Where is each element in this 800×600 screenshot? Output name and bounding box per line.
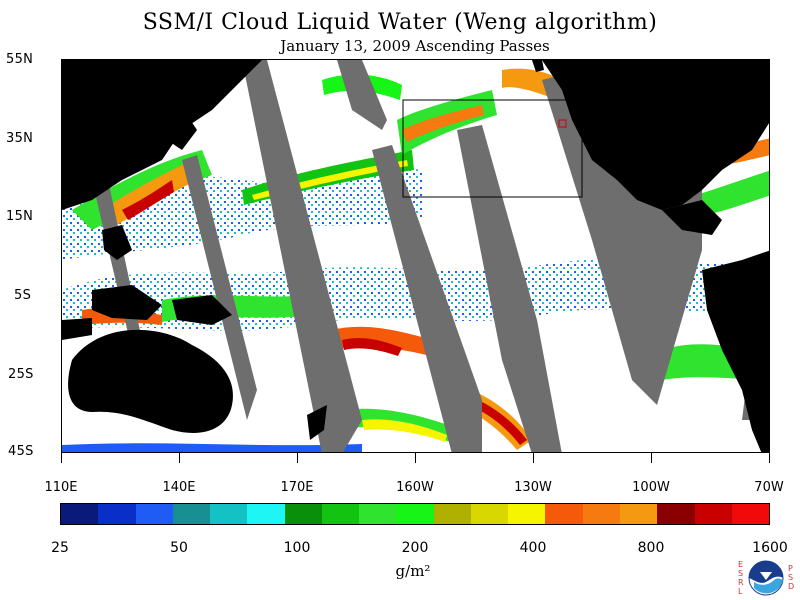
colorbar-swatch-11	[470, 504, 509, 524]
tick-140e	[179, 453, 180, 463]
lat-label-5s: 5S	[14, 288, 32, 303]
lat-label-35n: 35N	[6, 131, 34, 146]
colorbar-tick-200: 200	[401, 540, 429, 556]
map-canvas	[62, 60, 769, 452]
marker-box	[558, 119, 567, 128]
tick-170e	[297, 453, 298, 463]
colorbar-swatch-8	[359, 504, 397, 524]
lon-label-110e: 110E	[44, 480, 78, 495]
colorbar-swatch-0	[61, 504, 99, 524]
colorbar-tick-400: 400	[519, 540, 547, 556]
land-masses	[62, 60, 769, 452]
colorbar-tick-1600: 1600	[752, 540, 788, 556]
colorbar-swatch-15	[619, 504, 658, 524]
lon-label-130w: 130W	[514, 480, 552, 495]
colorbar-tick-25: 25	[51, 540, 69, 556]
lat-label-55n: 55N	[6, 52, 34, 67]
lon-label-170e: 170E	[280, 480, 314, 495]
tick-110e	[61, 453, 62, 463]
colorbar-swatch-3	[172, 504, 211, 524]
lon-label-100w: 100W	[632, 480, 670, 495]
colorbar-swatch-5	[247, 504, 285, 524]
colorbar-tick-800: 800	[637, 540, 665, 556]
colorbar-swatch-10	[433, 504, 471, 524]
colorbar-tick-50: 50	[170, 540, 188, 556]
colorbar-swatch-13	[545, 504, 583, 524]
colorbar-swatch-2	[135, 504, 173, 524]
colorbar-tick-100: 100	[283, 540, 311, 556]
colorbar-swatch-6	[284, 504, 322, 524]
map-title: SSM/I Cloud Liquid Water (Weng algorithm…	[142, 10, 658, 35]
colorbar-swatch-4	[210, 504, 248, 524]
tick-160w	[415, 453, 416, 463]
lon-label-160w: 160W	[396, 480, 434, 495]
noaa-emblem-icon	[748, 560, 784, 596]
tick-70w	[769, 453, 770, 463]
tick-100w	[651, 453, 652, 463]
colorbar-swatch-9	[396, 504, 434, 524]
colorbar-swatch-12	[508, 504, 546, 524]
cloud-water-map	[61, 59, 770, 453]
lon-label-70w: 70W	[754, 480, 784, 495]
colorbar-swatch-16	[657, 504, 695, 524]
colorbar-units: g/m²	[395, 562, 431, 580]
region-box	[402, 99, 583, 198]
colorbar-swatch-14	[582, 504, 620, 524]
colorbar-swatch-1	[98, 504, 136, 524]
colorbar-swatch-18	[731, 504, 770, 524]
lon-label-140e: 140E	[162, 480, 196, 495]
colorbar-swatch-7	[321, 504, 360, 524]
colorbar	[60, 503, 770, 525]
lat-label-15n: 15N	[6, 209, 34, 224]
lat-label-45s: 45S	[8, 444, 34, 459]
lat-label-25s: 25S	[8, 367, 34, 382]
tick-130w	[533, 453, 534, 463]
colorbar-swatch-17	[694, 504, 732, 524]
map-subtitle: January 13, 2009 Ascending Passes	[280, 37, 550, 55]
